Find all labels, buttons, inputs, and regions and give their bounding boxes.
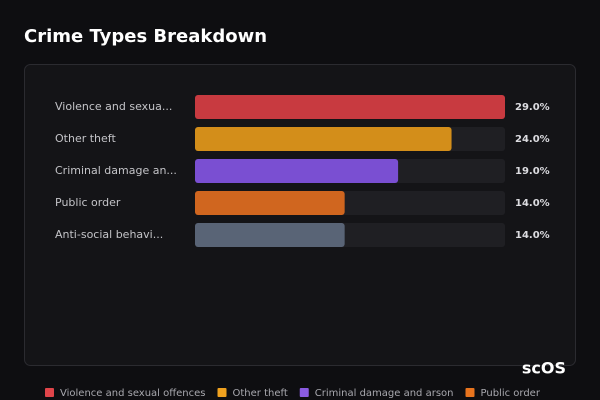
value-label: 19.0% [515,166,550,177]
legend-label: Criminal damage and arson [315,388,454,399]
legend-label: Other theft [233,388,288,399]
legend-swatch [217,388,227,397]
chart-title: Crime Types Breakdown [24,26,267,47]
legend-label: Public order [481,388,541,399]
category-label: Public order [55,196,121,209]
bar [195,127,452,151]
legend-swatch [465,388,475,397]
value-label: 29.0% [515,102,550,113]
legend-label: Violence and sexual offences [60,388,206,399]
value-label: 14.0% [515,230,550,241]
category-label: Other theft [55,132,116,145]
bar [195,159,399,183]
legend-swatch [299,388,309,397]
category-label: Violence and sexua... [55,100,172,113]
watermark: scOS [522,359,566,378]
value-label: 24.0% [515,134,550,145]
value-label: 14.0% [515,198,550,209]
bar [195,191,345,215]
bar [195,223,345,247]
bar [195,95,505,119]
category-label: Criminal damage an... [55,164,177,177]
legend-swatch [45,388,54,397]
category-label: Anti-social behavi... [55,228,163,241]
